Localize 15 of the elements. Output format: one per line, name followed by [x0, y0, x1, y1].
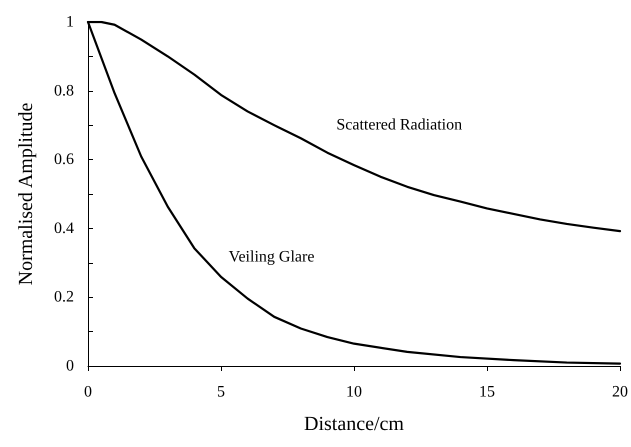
y-tick-label: 0.6 — [54, 151, 74, 168]
x-tick-label: 5 — [217, 384, 225, 400]
x-tick-label: 20 — [612, 384, 628, 400]
x-tick-label: 10 — [346, 384, 362, 400]
annotation: Veiling Glare — [228, 248, 314, 266]
annotation: Scattered Radiation — [336, 116, 462, 134]
y-axis-title: Normalised Amplitude — [15, 102, 37, 286]
x-axis-title: Distance/cm — [304, 413, 404, 435]
x-tick-label: 0 — [84, 384, 92, 400]
y-tick-label: 0.8 — [54, 82, 74, 100]
y-tick-label: 0 — [66, 358, 74, 374]
y-tick-label: 0.2 — [54, 288, 74, 306]
y-tick-label: 1 — [66, 14, 74, 30]
x-tick-label: 15 — [479, 384, 495, 400]
y-tick-label: 0.4 — [54, 220, 74, 237]
